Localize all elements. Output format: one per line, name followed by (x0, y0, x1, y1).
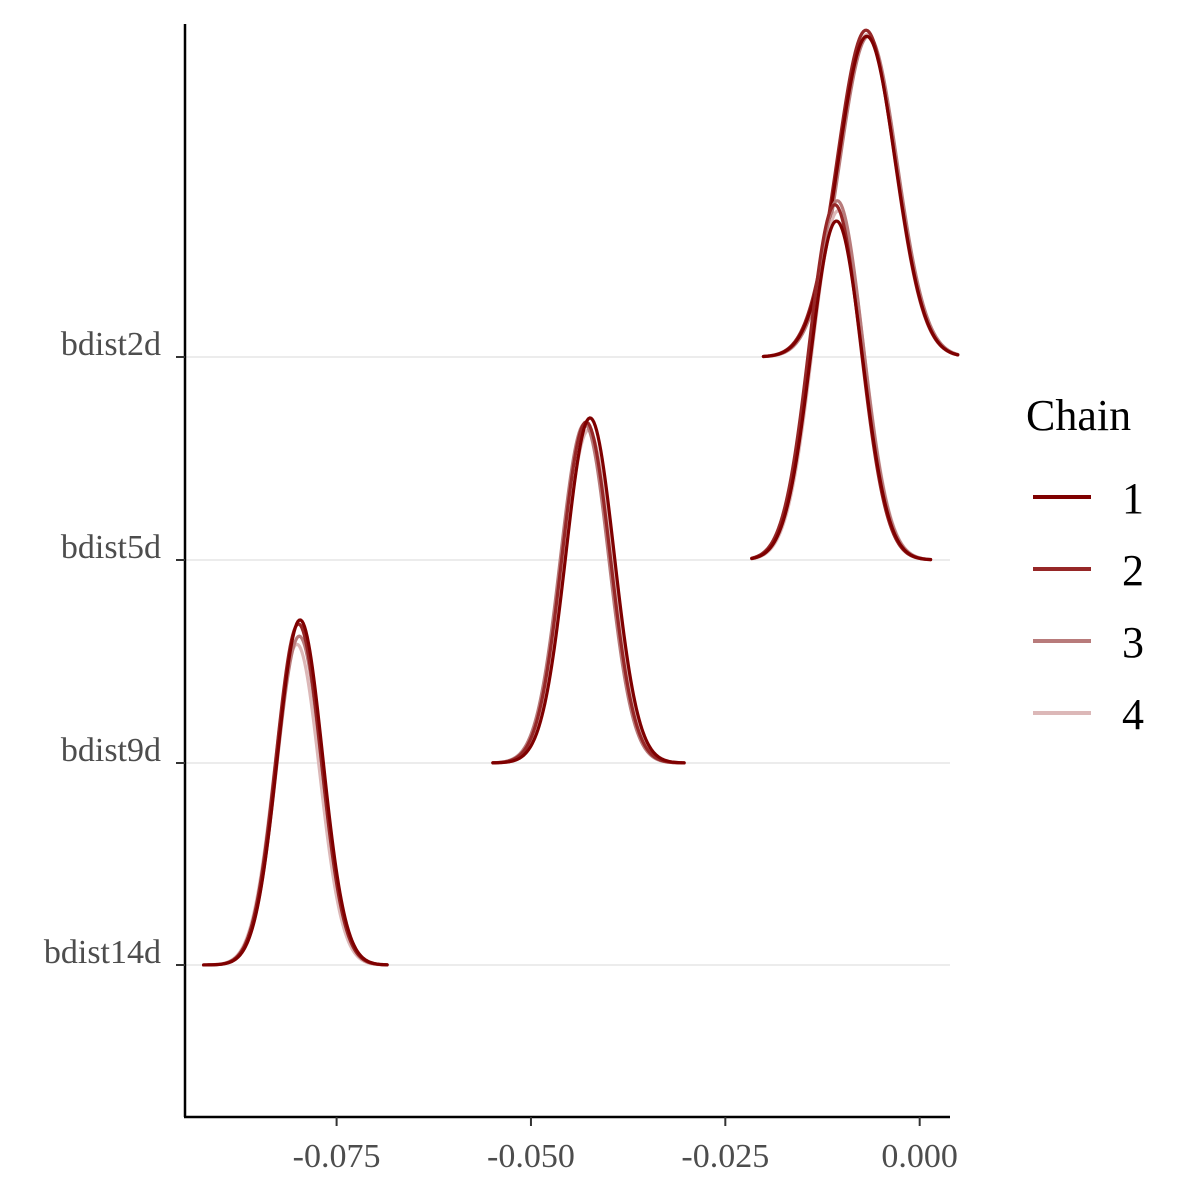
density-bdist14d-chain-4 (202, 642, 389, 967)
density-bdist9d-chain-2 (491, 420, 686, 765)
legend: Chain 1 2 3 4 (1026, 391, 1144, 739)
legend-label-3: 3 (1122, 618, 1144, 667)
grid-lines (185, 356, 950, 966)
density-bdist5d-chain-1 (750, 219, 933, 562)
y-tick-label-bdist5d: bdist5d (61, 529, 161, 566)
density-bdist9d-chain-1 (491, 416, 686, 765)
x-tick-label-3: 0.000 (881, 1138, 958, 1175)
density-bdist5d-chain-2 (750, 203, 933, 562)
y-tick-label-bdist2d: bdist2d (61, 326, 161, 363)
density-bdist9d-chain-4 (491, 428, 686, 765)
legend-label-2: 2 (1122, 546, 1144, 595)
density-bdist2d-chain-3 (761, 34, 960, 359)
x-axis-ticks: -0.075 -0.050 -0.025 0.000 (293, 1117, 958, 1175)
density-bdist2d-chain-4 (761, 32, 960, 359)
density-bdist5d-chain-3 (750, 199, 933, 562)
x-tick-label-2: -0.025 (681, 1138, 769, 1175)
density-bdist5d-chain-4 (750, 209, 933, 562)
density-bdist2d-chain-1 (761, 34, 960, 359)
y-axis-ticks: bdist2d bdist5d bdist9d bdist14d (44, 326, 185, 971)
y-tick-label-bdist9d: bdist9d (61, 732, 161, 769)
axes (183, 24, 950, 1119)
legend-items: 1 2 3 4 (1033, 474, 1144, 739)
density-bdist14d-chain-1 (202, 618, 389, 967)
density-group-bdist9d (491, 416, 686, 765)
legend-label-4: 4 (1122, 690, 1144, 739)
density-curves (202, 28, 960, 967)
x-tick-label-0: -0.075 (293, 1138, 381, 1175)
density-bdist9d-chain-3 (491, 422, 686, 765)
density-group-bdist2d (761, 28, 960, 359)
legend-label-1: 1 (1122, 474, 1144, 523)
legend-title: Chain (1026, 391, 1131, 440)
density-group-bdist14d (202, 618, 389, 967)
x-tick-label-1: -0.050 (487, 1138, 575, 1175)
density-bdist14d-chain-3 (202, 634, 389, 967)
density-group-bdist5d (750, 199, 933, 562)
density-bdist2d-chain-2 (761, 28, 960, 359)
y-tick-label-bdist14d: bdist14d (44, 934, 161, 971)
density-bdist14d-chain-2 (202, 622, 389, 967)
